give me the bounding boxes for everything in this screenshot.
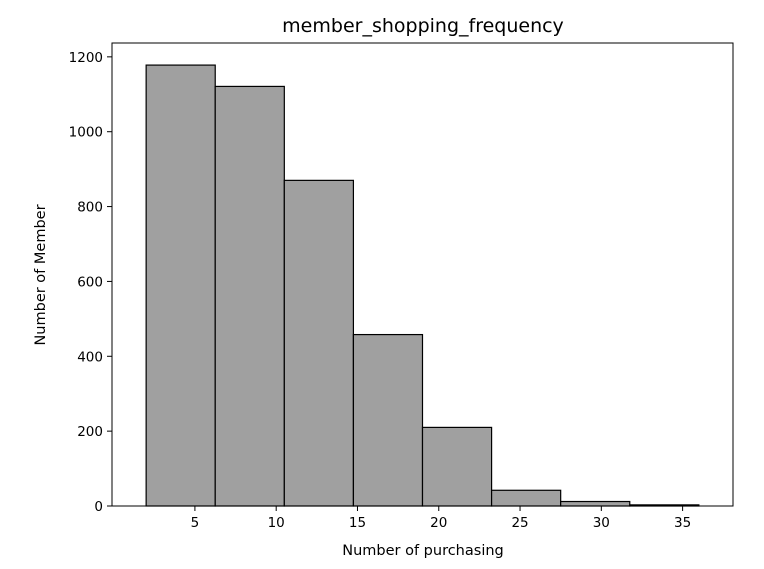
chart-title: member_shopping_frequency [282,15,564,37]
x-tick-label: 25 [511,515,528,531]
histogram-bar-1 [145,64,216,507]
histogram-bar-7 [560,500,631,507]
histogram-bar-2 [214,85,285,507]
histogram-bar-5 [421,426,493,507]
plot-frame [111,42,734,507]
y-tick-label: 400 [77,349,103,365]
y-tick-label: 600 [77,274,103,290]
y-tick-label: 1200 [69,50,103,66]
x-tick-label: 35 [674,515,691,531]
y-tick-label: 1000 [69,125,103,141]
x-tick-label: 15 [349,515,366,531]
histogram-bar-6 [490,489,562,507]
y-axis-label: Number of Member [33,204,49,345]
histogram-bars [145,64,700,507]
x-tick-label: 30 [593,515,610,531]
x-tick-label: 20 [430,515,447,531]
histogram-bar-4 [352,333,424,507]
y-tick-label: 200 [77,424,103,440]
x-tick-label: 5 [191,515,200,531]
x-axis-label: Number of purchasing [342,543,504,559]
histogram-bar-3 [283,179,355,507]
y-tick-label: 800 [77,200,103,216]
x-axis-ticks: 5 10 15 20 25 30 35 [191,506,691,531]
y-tick-label: 0 [94,499,103,515]
y-axis-ticks: 0 200 400 600 800 1000 1200 [69,50,112,515]
x-tick-label: 10 [268,515,285,531]
